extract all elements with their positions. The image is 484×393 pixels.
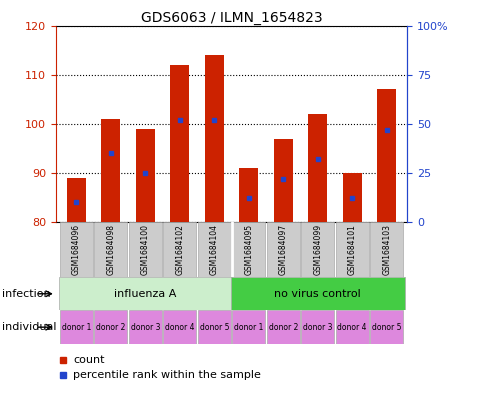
Bar [335,222,368,277]
Bar [60,310,93,344]
Bar [197,222,230,277]
Bar [232,222,265,277]
Bar [163,310,196,344]
Text: donor 5: donor 5 [199,323,228,332]
Text: donor 4: donor 4 [165,323,194,332]
Text: GSM1684103: GSM1684103 [381,224,391,275]
Bar [163,222,196,277]
Bar [369,222,402,277]
Text: count: count [73,354,105,365]
Text: donor 2: donor 2 [96,323,125,332]
Text: GSM1684096: GSM1684096 [72,224,81,275]
Text: percentile rank within the sample: percentile rank within the sample [73,370,261,380]
Text: donor 1: donor 1 [234,323,263,332]
Text: GSM1684099: GSM1684099 [313,224,321,275]
Bar [136,129,154,222]
Bar [308,114,327,222]
Bar [94,222,127,277]
Text: donor 4: donor 4 [337,323,366,332]
Text: GSM1684104: GSM1684104 [210,224,218,275]
Text: GSM1684102: GSM1684102 [175,224,184,275]
Bar [204,55,224,222]
Text: donor 5: donor 5 [371,323,401,332]
Bar [301,222,333,277]
Bar [129,222,162,277]
Bar [230,277,404,310]
Bar [129,310,162,344]
Text: donor 2: donor 2 [268,323,297,332]
Bar [101,119,120,222]
Bar [232,310,265,344]
Text: GSM1684100: GSM1684100 [141,224,150,275]
Bar [369,310,402,344]
Text: influenza A: influenza A [114,289,176,299]
Text: donor 3: donor 3 [130,323,160,332]
Bar [197,310,230,344]
Bar [60,222,93,277]
Bar [273,138,292,222]
Bar [67,178,86,222]
Text: GSM1684095: GSM1684095 [244,224,253,275]
Text: GSM1684098: GSM1684098 [106,224,115,275]
Text: no virus control: no virus control [274,289,361,299]
Bar [170,65,189,222]
Bar [94,310,127,344]
Bar [59,277,232,310]
Text: GSM1684097: GSM1684097 [278,224,287,275]
Text: infection: infection [2,289,51,299]
Bar [335,310,368,344]
Title: GDS6063 / ILMN_1654823: GDS6063 / ILMN_1654823 [140,11,322,24]
Text: donor 3: donor 3 [302,323,332,332]
Bar [377,89,395,222]
Bar [342,173,361,222]
Bar [266,222,299,277]
Bar [301,310,333,344]
Text: GSM1684101: GSM1684101 [347,224,356,275]
Bar [266,310,299,344]
Text: individual: individual [2,322,57,332]
Text: donor 1: donor 1 [61,323,91,332]
Bar [239,168,258,222]
